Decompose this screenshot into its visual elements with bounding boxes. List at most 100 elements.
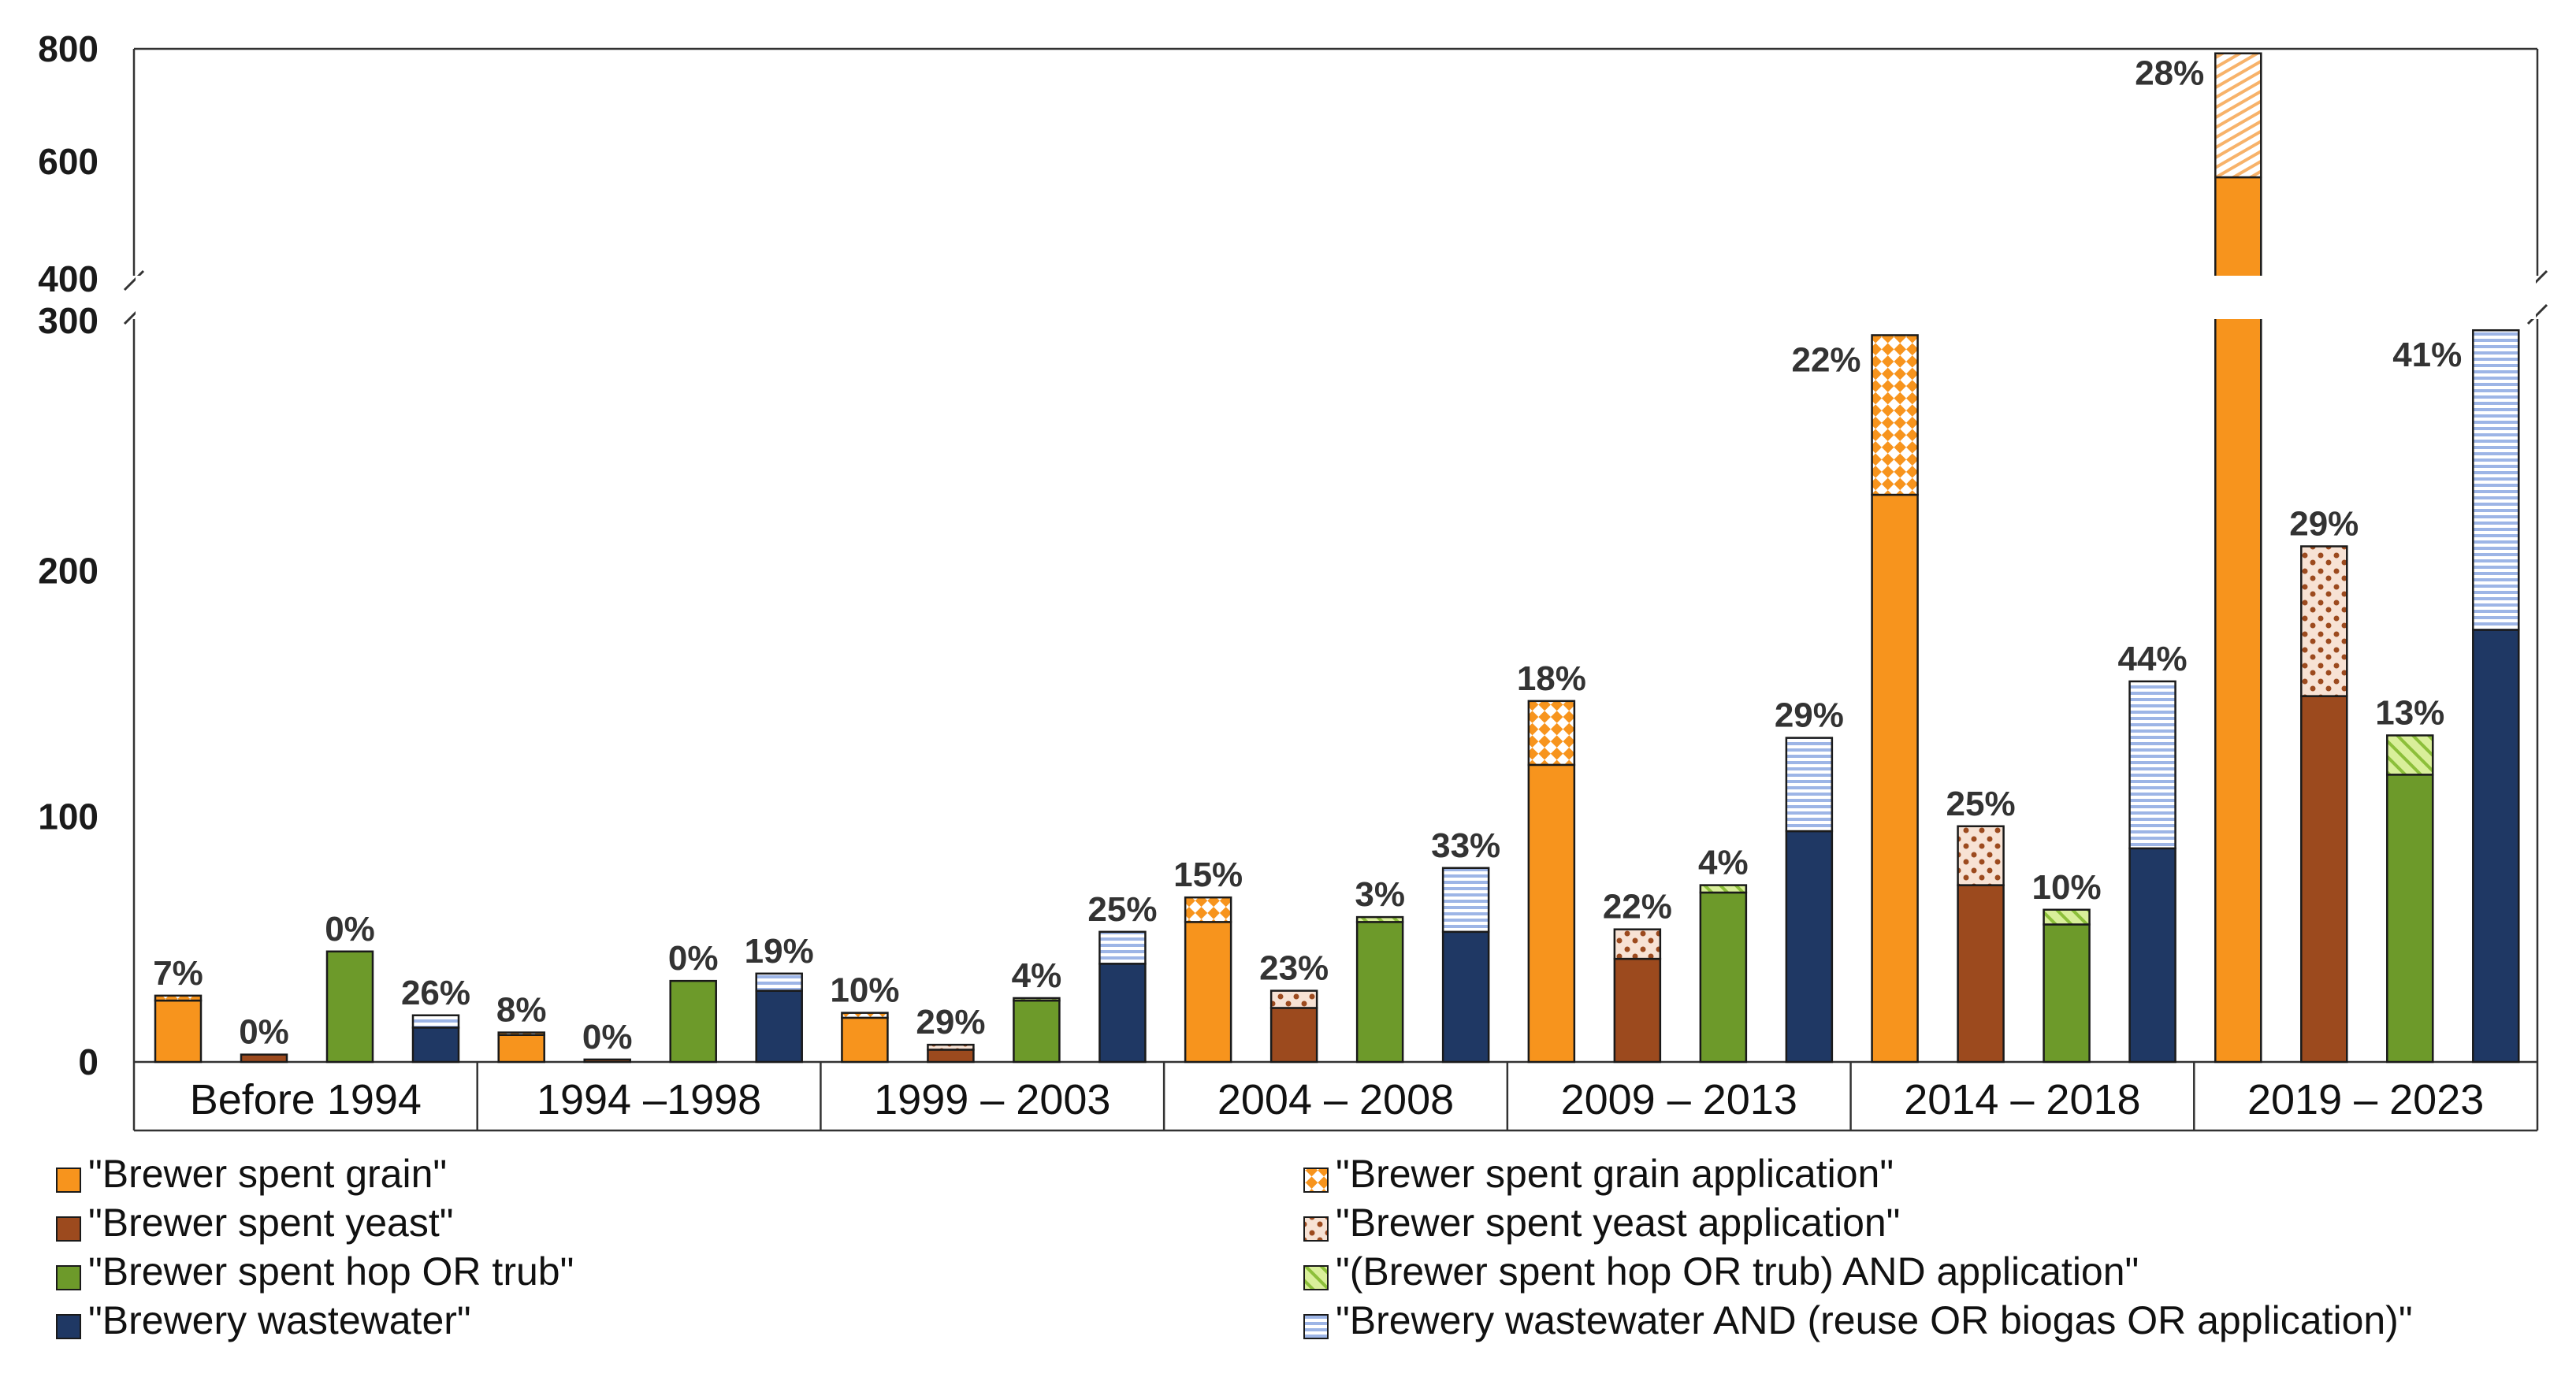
y-tick-label: 0 [78, 1041, 99, 1082]
pct-label: 0% [239, 1013, 289, 1052]
legend-swatch-checker-application [1303, 1168, 1329, 1193]
pct-label: 29% [1775, 696, 1844, 735]
bar-diagonal-base [1355, 921, 1404, 1064]
legend-swatch-diagonal-application [1303, 1265, 1329, 1290]
pct-label: 41% [2392, 336, 2462, 374]
pct-label: 8% [496, 991, 547, 1030]
bar-horizontal-lines-base [1098, 963, 1147, 1064]
legend-label: "Brewer spent hop OR trub" [88, 1249, 574, 1294]
bar-diagonal-application [2043, 908, 2091, 926]
plot-break-band [136, 276, 2536, 319]
bar-checker-application [154, 994, 203, 1002]
bar-diagonal-base [1013, 999, 1061, 1064]
bar-checker-application [1184, 896, 1232, 923]
bar-horizontal-lines-application [1785, 737, 1834, 833]
y-tick-label: 300 [38, 300, 99, 341]
bar-checker-base [1871, 493, 1919, 1064]
bar-horizontal-lines-base [411, 1026, 460, 1064]
x-category-label: 1999 – 2003 [874, 1076, 1110, 1123]
legend-label: "Brewery wastewater AND (reuse OR biogas… [1336, 1298, 2413, 1342]
pct-label: 13% [2375, 693, 2444, 732]
bar-diagonal-base [2043, 923, 2091, 1064]
axis-break-slash-right [2526, 303, 2548, 325]
bar-checker-base [1184, 921, 1232, 1064]
bar-checker-application [497, 1031, 545, 1036]
legend-label: "Brewery wastewater" [88, 1298, 471, 1342]
bar-dots-application [1269, 989, 1318, 1009]
legend-label: "(Brewer spent hop OR trub) AND applicat… [1336, 1249, 2139, 1294]
bar-horizontal-lines-base [2472, 629, 2520, 1064]
pct-label: 26% [401, 974, 470, 1012]
pct-label: 44% [2118, 640, 2188, 678]
bar-horizontal-lines-application [1098, 930, 1147, 965]
pct-label: 15% [1173, 856, 1243, 894]
bar-dots-application [2300, 545, 2348, 697]
pct-label: 0% [668, 939, 719, 978]
bar-horizontal-lines-application [1441, 867, 1490, 934]
bar-horizontal-lines-base [1785, 830, 1834, 1064]
bar-dots-application [927, 1043, 975, 1051]
legend-label: "Brewer spent yeast application" [1336, 1201, 1900, 1245]
bar-horizontal-lines-application [2128, 680, 2176, 850]
y-tick-label: 200 [38, 551, 99, 592]
bar-dots-application [1613, 928, 1662, 960]
bar-checker-application [2214, 52, 2262, 179]
legend-swatch-dots-application [1303, 1216, 1329, 1242]
pct-label: 29% [2289, 505, 2359, 544]
bar-checker-application [1527, 700, 1576, 767]
pct-label: 23% [1259, 949, 1329, 988]
bar-horizontal-lines-base [755, 989, 803, 1064]
bar-horizontal-lines-base [1441, 930, 1490, 1064]
legend-swatch-horizontal-lines-base [56, 1314, 81, 1339]
pct-label: 7% [153, 954, 203, 993]
legend-label: "Brewer spent grain application" [1336, 1152, 1894, 1196]
pct-label: 25% [1087, 890, 1157, 929]
pct-label: 0% [582, 1018, 633, 1056]
bar-dots-base [927, 1049, 975, 1064]
legend-label: "Brewer spent grain" [88, 1152, 447, 1196]
y-tick-label: 400 [38, 258, 99, 299]
bar-dots-base [583, 1058, 631, 1064]
bar-dots-base [1613, 957, 1662, 1064]
pct-label: 29% [916, 1003, 985, 1041]
bar-diagonal-base [2386, 774, 2434, 1064]
legend-swatch-horizontal-lines-application [1303, 1314, 1329, 1339]
pct-label: 10% [2032, 868, 2102, 907]
x-category-label: 1994 –1998 [537, 1076, 761, 1123]
bar-diagonal-application [2386, 734, 2434, 776]
bar-horizontal-lines-application [411, 1014, 460, 1029]
y-tick-label: 600 [38, 141, 99, 182]
pct-label: 10% [830, 971, 899, 1010]
legend-swatch-dots-base [56, 1216, 81, 1242]
legend-swatch-diagonal-base [56, 1265, 81, 1290]
bar-horizontal-lines-application [755, 972, 803, 992]
x-category-label: 2019 – 2023 [2247, 1076, 2484, 1123]
x-category-label: 2004 – 2008 [1217, 1076, 1454, 1123]
legend-label: "Brewer spent yeast" [88, 1201, 453, 1245]
x-category-label: Before 1994 [190, 1076, 422, 1123]
bar-dots-base [1957, 884, 2005, 1064]
bar-diagonal-base [1699, 891, 1748, 1064]
bar-diagonal-base [669, 979, 717, 1064]
bar-checker-base [841, 1016, 889, 1064]
bar-dots-base [1269, 1007, 1318, 1064]
bar-diagonal-base [325, 950, 374, 1064]
pct-label: 0% [325, 910, 375, 949]
bar-horizontal-lines-application [2472, 329, 2520, 631]
bar-checker-application [1871, 334, 1919, 496]
axis-break-slash-left [123, 269, 145, 291]
pct-label: 25% [1946, 785, 2016, 823]
bar-diagonal-application [1355, 915, 1404, 923]
x-category-label: 2014 – 2018 [1904, 1076, 2140, 1123]
bar-dots-base [2300, 695, 2348, 1064]
x-category-label: 2009 – 2013 [1561, 1076, 1797, 1123]
bar-checker-base [1527, 763, 1576, 1064]
bar-horizontal-lines-base [2128, 847, 2176, 1064]
pct-label: 22% [1791, 340, 1860, 379]
y-tick-label: 800 [38, 28, 99, 69]
bar-dots-application [1957, 825, 2005, 886]
pct-label: 3% [1355, 875, 1405, 914]
bar-checker-application [841, 1012, 889, 1019]
pct-label: 18% [1517, 659, 1586, 698]
bar-dots-base [240, 1053, 288, 1064]
